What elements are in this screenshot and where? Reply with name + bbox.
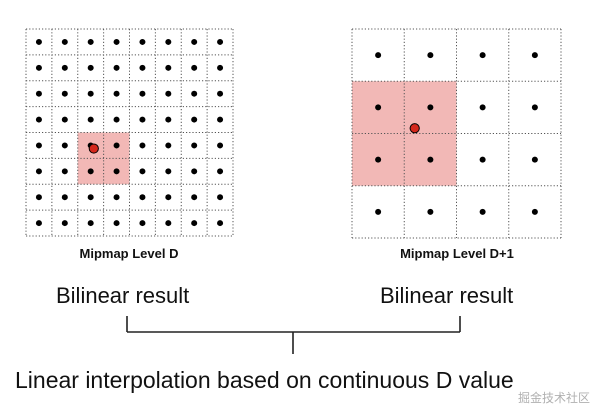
level-d1-texel-dot — [479, 52, 486, 59]
level-d-texel-dot — [113, 168, 120, 175]
level-d-texel-dot — [87, 90, 94, 97]
conclusion-text: Linear interpolation based on continuous… — [15, 367, 514, 393]
left-bilinear-result: Bilinear result — [56, 283, 190, 308]
level-d-texel-dot — [191, 64, 198, 71]
level-d-texel-dot — [87, 220, 94, 227]
bracket — [126, 316, 461, 354]
level-d-texel-dot — [191, 90, 198, 97]
level-d-texel-dot — [139, 194, 146, 201]
level-d-texel-dot — [113, 116, 120, 123]
level-d-texel-dot — [165, 90, 172, 97]
level-d-texel-dot — [35, 90, 42, 97]
level-d-texel-dot — [35, 220, 42, 227]
level-d-texel-dot — [217, 64, 224, 71]
level-d-texel-dot — [217, 38, 224, 45]
level-d-texel-dot — [87, 38, 94, 45]
level-d-texel-dot — [217, 90, 224, 97]
level-d-texel-dot — [61, 168, 68, 175]
level-d-texel-dot — [217, 220, 224, 227]
level-d-texel-dot — [165, 64, 172, 71]
level-d-texel-dot — [217, 116, 224, 123]
level-d-texel-dot — [165, 38, 172, 45]
level-d-texel-dot — [139, 142, 146, 149]
level-d1-texel-dot — [427, 104, 434, 111]
level-d-texel-dot — [35, 168, 42, 175]
level-d-texel-dot — [35, 142, 42, 149]
level-d-title: Mipmap Level D — [79, 246, 179, 261]
level-d1-texel-dot — [375, 156, 382, 163]
right-bilinear-result: Bilinear result — [380, 283, 514, 308]
level-d1-texel-dot — [427, 156, 434, 163]
level-d1-texel-dot — [531, 104, 538, 111]
level-d-texel-dot — [113, 64, 120, 71]
level-d1-texel-dot — [375, 52, 382, 59]
level-d-texel-dot — [113, 142, 120, 149]
level-d-texel-dot — [139, 220, 146, 227]
level-d-texel-dot — [191, 194, 198, 201]
level-d-texel-dot — [35, 116, 42, 123]
level-d1-texel-dot — [479, 104, 486, 111]
level-d-texel-dot — [113, 194, 120, 201]
level-d-texel-dot — [61, 90, 68, 97]
level-d-sample-point — [88, 143, 99, 154]
level-d1-texel-dot — [479, 156, 486, 163]
level-d-texel-dot — [139, 168, 146, 175]
level-d-texel-dot — [191, 38, 198, 45]
level-d-texel-dot — [191, 220, 198, 227]
level-d-texel-dot — [61, 38, 68, 45]
level-d-texel-dot — [217, 168, 224, 175]
level-d-texel-dot — [139, 64, 146, 71]
level-d-texel-dot — [113, 220, 120, 227]
level-d-texel-dot — [165, 168, 172, 175]
level-d-texel-dot — [191, 116, 198, 123]
level-d-texel-dot — [35, 64, 42, 71]
level-d1-texel-dot — [375, 208, 382, 215]
level-d-texel-dot — [113, 38, 120, 45]
level-d1-texel-dot — [375, 104, 382, 111]
mipmap-level-d1-grid — [351, 28, 562, 239]
watermark: 掘金技术社区 — [517, 391, 590, 405]
level-d-texel-dot — [165, 194, 172, 201]
level-d-texel-dot — [61, 142, 68, 149]
level-d-texel-dot — [139, 38, 146, 45]
level-d-texel-dot — [87, 116, 94, 123]
level-d-texel-dot — [87, 64, 94, 71]
level-d-texel-dot — [139, 90, 146, 97]
level-d-texel-dot — [165, 116, 172, 123]
level-d-texel-dot — [139, 116, 146, 123]
level-d-texel-dot — [61, 194, 68, 201]
level-d-texel-dot — [61, 116, 68, 123]
level-d-texel-dot — [61, 64, 68, 71]
level-d1-texel-dot — [531, 156, 538, 163]
level-d1-texel-dot — [531, 208, 538, 215]
level-d-texel-dot — [87, 168, 94, 175]
level-d1-texel-dot — [479, 208, 486, 215]
level-d-texel-dot — [113, 90, 120, 97]
level-d1-texel-dot — [531, 52, 538, 59]
level-d-texel-dot — [165, 220, 172, 227]
level-d-texel-dot — [87, 194, 94, 201]
level-d-texel-dot — [35, 194, 42, 201]
level-d1-texel-dot — [427, 52, 434, 59]
level-d1-texel-dot — [427, 208, 434, 215]
level-d1-sample-point — [409, 123, 420, 134]
level-d-texel-dot — [165, 142, 172, 149]
level-d-texel-dot — [35, 38, 42, 45]
level-d-texel-dot — [191, 168, 198, 175]
level-d-texel-dot — [61, 220, 68, 227]
mipmap-level-d-grid — [25, 28, 234, 237]
level-d-texel-dot — [191, 142, 198, 149]
level-d-texel-dot — [217, 194, 224, 201]
level-d1-title: Mipmap Level D+1 — [400, 246, 514, 261]
level-d-texel-dot — [217, 142, 224, 149]
